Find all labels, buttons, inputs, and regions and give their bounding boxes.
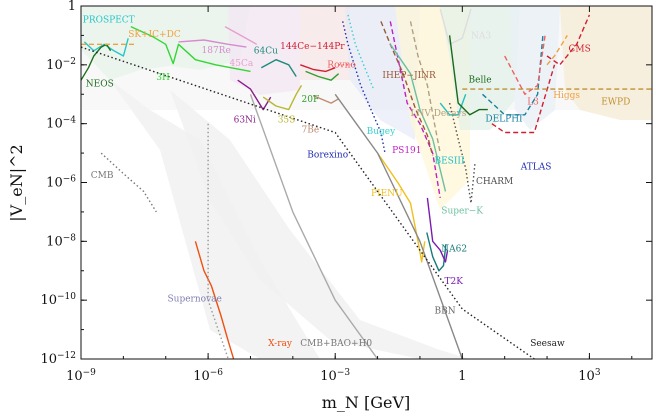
- series-line-neos: [81, 43, 112, 81]
- series-line-cmb-bao-h0: [249, 94, 379, 359]
- series-line-ps191: [389, 21, 441, 199]
- series-line-7be: [312, 94, 339, 104]
- annotation-3h: 3H: [156, 73, 170, 83]
- annotation-ps191: PS191: [392, 146, 421, 156]
- y-tick-label: 10−12: [40, 351, 76, 367]
- annotation-pienu: PIENU: [371, 189, 403, 199]
- annotation-cmb: CMB: [91, 171, 114, 181]
- y-axis-title: |V_eN|^2: [7, 144, 26, 221]
- y-tick-label: 10−8: [46, 233, 76, 249]
- annotation-supernovae: Supernovae: [168, 295, 222, 305]
- y-tick-label: 10−2: [46, 57, 76, 73]
- annotation-sk-ic-dc: SK+IC+DC: [128, 30, 181, 40]
- annotation-144ce-144pr: 144Ce−144Pr: [280, 42, 345, 52]
- annotation-charm: CHARM: [476, 177, 513, 187]
- excluded-regions: [81, 6, 652, 359]
- series-line-besiii: [439, 94, 467, 116]
- series-line-delphi: [482, 35, 544, 116]
- annotation-rovno: Rovno: [327, 61, 356, 71]
- annotation-besiii: BESIII: [435, 156, 465, 166]
- tick-layer: 10−9 10−6 10−3 1 103 1 10−2 10−4 10−6 10−8 10−10 10…: [40, 0, 652, 384]
- series-line-seesaw: [81, 46, 536, 359]
- y-tick-label: 10−6: [46, 175, 76, 191]
- series-line-borexino: [342, 21, 386, 154]
- annotation-cmb-bao-h0: CMB+BAO+H0: [300, 339, 372, 349]
- annotation-ewpd: EWPD: [601, 98, 630, 108]
- annotation-20f: 20F: [302, 95, 320, 105]
- series-layer: [81, 8, 652, 359]
- annotation-super-k: Super−K: [441, 206, 483, 216]
- series-line-45ca: [224, 25, 258, 45]
- annotation-ihep-jinr: IHEP−JINR: [382, 71, 436, 81]
- annotation-na62: NA62: [441, 245, 467, 255]
- series-line-l3: [504, 35, 546, 95]
- y-tick-label: 1: [68, 0, 76, 14]
- series-line-3h: [130, 25, 251, 73]
- series-line-charm: [448, 102, 476, 204]
- series-line-belle: [448, 35, 488, 116]
- series-line-64cu: [260, 59, 297, 77]
- annotation-na3: NA3: [471, 31, 491, 41]
- x-tick-label: 103: [578, 368, 601, 384]
- x-tick-label: 10−6: [193, 368, 223, 384]
- series-line-cms: [546, 14, 591, 66]
- annotation-l3: L3: [527, 98, 539, 108]
- annotation-higgs: Higgs: [553, 91, 580, 101]
- annotation-belle: Belle: [469, 76, 492, 86]
- annotation-t2k: T2K: [445, 277, 464, 287]
- series-line-x-ray: [194, 241, 235, 359]
- annotation-cms: CMS: [569, 45, 591, 55]
- series-line-20f: [305, 70, 340, 81]
- series-line-pienu: [377, 152, 426, 263]
- x-axis-title: m_N [GeV]: [322, 393, 411, 412]
- annotation-x-ray: X-ray: [268, 339, 293, 349]
- annotation-seesaw: Seesaw: [530, 339, 565, 349]
- series-line-63ni: [237, 79, 272, 111]
- series-line-higgs: [546, 35, 568, 66]
- series-line-ihep-jinr: [380, 21, 434, 157]
- annotation-35s: 35S: [278, 115, 296, 125]
- annotation-atlas: ATLAS: [520, 162, 552, 172]
- annotation-64cu: 64Cu: [254, 47, 278, 57]
- annotation-63ni: 63Ni: [234, 115, 256, 125]
- annotation-prospect: PROSPECT: [83, 15, 135, 25]
- series-line-super-k: [389, 43, 447, 192]
- annotation-borexino: Borexino: [307, 151, 348, 161]
- series-line-bbn: [334, 93, 463, 359]
- y-tick-label: 10−4: [46, 116, 76, 132]
- series-line-supernovae: [207, 123, 229, 359]
- x-tick-label: 1: [458, 369, 466, 384]
- series-line-na3: [439, 8, 472, 45]
- annotation-7be: 7Be: [302, 126, 320, 136]
- series-line-35s: [262, 85, 303, 111]
- x-tick-label: 10−9: [66, 368, 96, 384]
- annotation-bugey: Bugey: [367, 127, 396, 137]
- annotation-delphi: DELPHI: [485, 114, 523, 124]
- series-line-lnv-decays: [409, 21, 441, 154]
- annotation-neos: NEOS: [86, 80, 114, 90]
- series-line-144ce-144pr: [300, 64, 336, 73]
- annotation-187re: 187Re: [202, 46, 231, 56]
- series-line-cmb: [100, 152, 157, 213]
- annotation-bbn: BBN: [435, 307, 456, 317]
- series-line-atlas: [491, 64, 556, 134]
- y-tick-label: 10−10: [40, 292, 76, 308]
- x-tick-label: 10−3: [320, 368, 350, 384]
- annotation-lnv-decays: LNV Decays: [411, 109, 467, 119]
- annotation-45ca: 45Ca: [230, 59, 254, 69]
- series-line-t2k: [426, 197, 449, 263]
- series-line-187re: [178, 39, 247, 48]
